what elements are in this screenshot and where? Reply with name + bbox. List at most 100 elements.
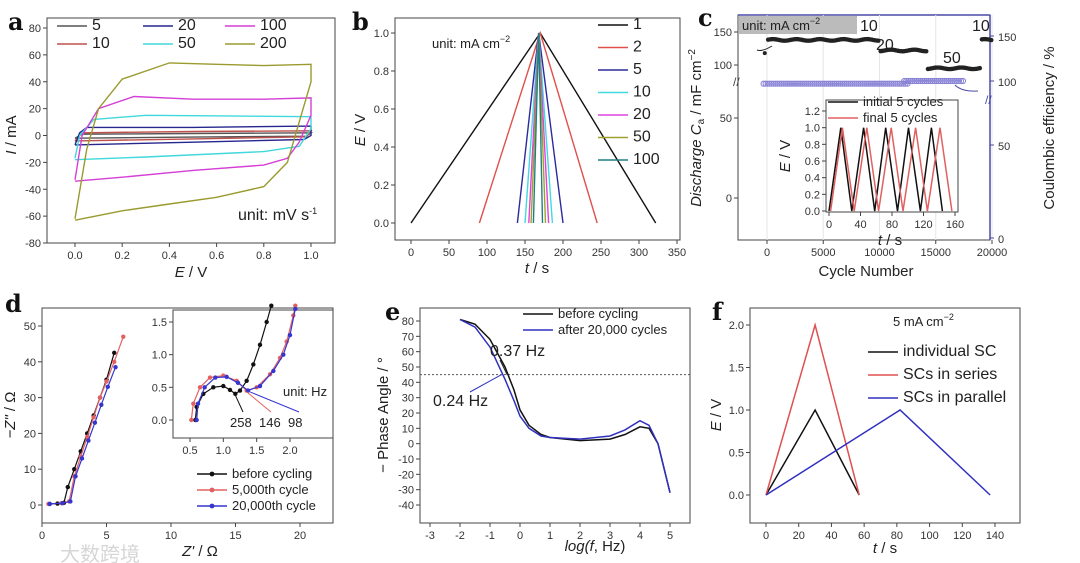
x-tick-label: 120 bbox=[953, 530, 971, 542]
annotation-pointer bbox=[499, 359, 508, 375]
frequency-annotation: 0.37 Hz bbox=[490, 343, 545, 360]
y-tick-label: 40 bbox=[402, 377, 414, 389]
x-tick-label: 250 bbox=[592, 247, 610, 259]
inset-y-axis-label: E / V bbox=[777, 140, 794, 173]
efficiency-point bbox=[764, 80, 771, 87]
efficiency-point bbox=[865, 80, 873, 87]
capacitance-point bbox=[977, 65, 983, 71]
efficiency-point bbox=[821, 80, 828, 87]
x-tick-label: 120 bbox=[914, 219, 932, 231]
y-tick-label: 50 bbox=[720, 113, 732, 125]
y-tick-label: 0.4 bbox=[374, 142, 389, 154]
y-tick-label: 100 bbox=[714, 60, 732, 72]
efficiency-point bbox=[909, 77, 916, 85]
x-tick-label: 10 bbox=[165, 530, 177, 542]
y-tick-label: 150 bbox=[714, 27, 732, 39]
x-tick-label: 0.4 bbox=[162, 250, 177, 262]
efficiency-point bbox=[919, 77, 926, 85]
efficiency-point bbox=[886, 80, 893, 87]
x-tick-label: 0 bbox=[39, 530, 45, 542]
efficiency-point bbox=[890, 80, 897, 87]
y-tick-label: 60 bbox=[402, 347, 414, 359]
inset-x-axis-label: t / s bbox=[878, 232, 902, 249]
y-tick-label: 1.0 bbox=[805, 123, 820, 135]
legend-label: 200 bbox=[260, 35, 287, 52]
efficiency-point bbox=[941, 77, 948, 85]
x-tick-label: 20000 bbox=[977, 247, 1008, 259]
data-point bbox=[211, 385, 216, 390]
capacitance-point bbox=[876, 38, 881, 43]
efficiency-point bbox=[933, 77, 940, 85]
legend-label: final 5 cycles bbox=[863, 110, 938, 125]
y-tick-label: 0.2 bbox=[805, 189, 820, 201]
y-tick-label: -40 bbox=[25, 184, 41, 196]
x-tick-label: 2 bbox=[577, 530, 583, 542]
data-point bbox=[112, 359, 117, 364]
x-tick-label: 50 bbox=[443, 247, 455, 259]
series-line-individual-SC bbox=[765, 408, 860, 496]
unit-annotation: unit: mA cm−2 bbox=[742, 16, 820, 33]
data-point bbox=[213, 375, 218, 380]
y-tick-label: 0.0 bbox=[729, 490, 744, 502]
panel-e-plot-area bbox=[419, 307, 691, 524]
efficiency-point bbox=[823, 80, 830, 87]
efficiency-point bbox=[896, 80, 903, 87]
y-tick-label: 0 bbox=[35, 131, 41, 143]
legend-label: 5,000th cycle bbox=[232, 482, 309, 497]
x-tick-label: 0 bbox=[517, 530, 523, 542]
efficiency-point bbox=[867, 80, 875, 87]
series-line-before-cycling bbox=[49, 352, 115, 505]
unit-annotation-sup: -1 bbox=[309, 206, 317, 216]
data-point bbox=[60, 501, 65, 506]
y-tick-label: 0.2 bbox=[374, 180, 389, 192]
data-point bbox=[195, 401, 201, 406]
y-tick-label: 1.5 bbox=[152, 317, 167, 329]
y-tick-label: 10 bbox=[402, 423, 414, 435]
x-tick-label: 40 bbox=[825, 530, 837, 542]
y-tick-label: 40 bbox=[24, 357, 36, 369]
x-tick-label: 1.0 bbox=[303, 250, 318, 262]
efficiency-point bbox=[923, 77, 930, 85]
efficiency-point bbox=[776, 80, 783, 87]
x-axis-label-unit: / s bbox=[529, 260, 549, 277]
efficiency-point bbox=[880, 80, 887, 87]
unit-annotation-sup: −2 bbox=[500, 34, 510, 44]
efficiency-point bbox=[877, 80, 885, 87]
y-tick-label: 1.2 bbox=[805, 106, 820, 118]
x-tick-label: -2 bbox=[455, 530, 465, 542]
data-point bbox=[264, 319, 269, 325]
series-line-20 bbox=[74, 125, 312, 146]
y-axis-label-var: −Z" bbox=[2, 415, 19, 439]
data-point bbox=[257, 383, 263, 389]
data-point bbox=[113, 364, 118, 370]
y-tick-label: 1.0 bbox=[729, 405, 744, 417]
x-tick-label: -3 bbox=[425, 530, 435, 542]
y-tick-label: 0.4 bbox=[805, 173, 820, 185]
efficiency-point bbox=[831, 80, 838, 87]
efficiency-point bbox=[784, 80, 792, 87]
x-tick-label: 1.5 bbox=[249, 445, 264, 457]
efficiency-point bbox=[875, 80, 883, 87]
efficiency-point bbox=[921, 77, 928, 85]
x-tick-label: 5000 bbox=[811, 247, 835, 259]
data-point bbox=[224, 374, 229, 380]
efficiency-point bbox=[835, 80, 842, 87]
y-tick-label: 0.0 bbox=[374, 218, 389, 230]
efficiency-point bbox=[859, 80, 866, 87]
data-point bbox=[207, 375, 213, 380]
x-axis-label-var: E bbox=[175, 264, 186, 281]
panel-a-plot-area bbox=[46, 17, 336, 244]
efficiency-point bbox=[869, 80, 877, 87]
axis-break-mark: // bbox=[733, 75, 740, 89]
x-tick-label: 5 bbox=[667, 530, 673, 542]
y-tick-label: 1.0 bbox=[152, 350, 167, 362]
x-axis-label: log(f, Hz) bbox=[565, 538, 626, 555]
y-tick-label: -20 bbox=[25, 157, 41, 169]
efficiency-point bbox=[817, 80, 824, 87]
x-tick-label: 0 bbox=[826, 219, 832, 231]
x-axis-label-unit: , Hz) bbox=[594, 538, 626, 555]
legend-label: individual SC bbox=[903, 343, 996, 360]
y-tick-label: 60 bbox=[29, 50, 41, 62]
efficiency-point bbox=[801, 80, 808, 87]
